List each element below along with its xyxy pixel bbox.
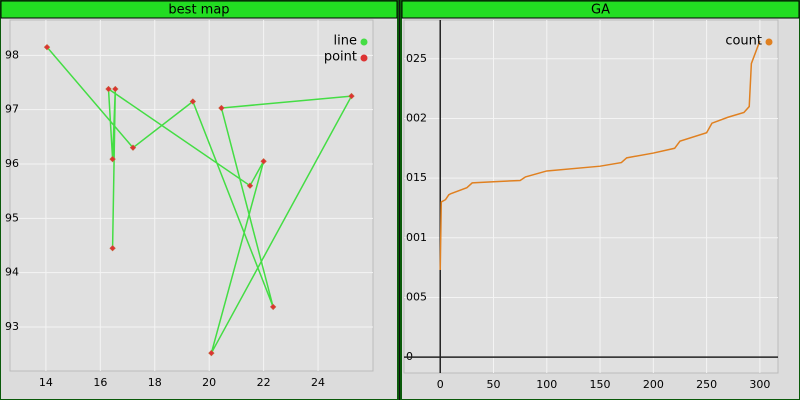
x-tick-label: 14 — [39, 376, 53, 389]
point-marker — [112, 85, 119, 93]
point-marker — [348, 92, 355, 100]
chart-title: best map — [168, 3, 229, 18]
point-marker — [260, 158, 267, 165]
x-tick-label: 100 — [536, 378, 557, 391]
x-tick-label: 22 — [257, 376, 271, 389]
legend-marker — [765, 38, 773, 46]
x-tick-label: 250 — [696, 378, 717, 391]
point-marker — [269, 303, 277, 311]
y-tick-label: 001 — [406, 231, 427, 244]
y-tick-label: 015 — [406, 171, 427, 184]
point-marker — [246, 182, 254, 189]
point-marker — [189, 98, 197, 105]
plot-area — [403, 19, 779, 374]
x-tick-label: 24 — [311, 376, 325, 389]
x-tick-label: 18 — [148, 376, 162, 389]
legend-label: point — [324, 50, 357, 65]
y-tick-label: 93 — [5, 320, 19, 333]
point-marker — [129, 144, 137, 151]
series-line — [439, 40, 761, 271]
y-tick-label: 97 — [5, 103, 19, 116]
legend-marker — [360, 54, 368, 62]
chart-title: GA — [591, 3, 610, 18]
title-bar — [401, 0, 800, 19]
x-tick-label: 16 — [93, 376, 107, 389]
y-tick-label: 96 — [5, 157, 19, 170]
point-marker — [105, 85, 112, 93]
y-tick-label: 94 — [5, 266, 19, 279]
point-marker — [43, 43, 51, 51]
plot-area — [9, 19, 374, 372]
x-tick-label: 0 — [437, 378, 444, 391]
point-marker — [109, 155, 116, 163]
legend-marker — [360, 38, 368, 46]
y-tick-label: 025 — [406, 52, 427, 65]
legend-label: line — [334, 34, 357, 49]
x-tick-label: 20 — [202, 376, 216, 389]
point-marker — [109, 245, 116, 252]
point-marker — [208, 349, 215, 357]
x-tick-label: 150 — [590, 378, 611, 391]
x-tick-label: 50 — [487, 378, 501, 391]
y-tick-label: 98 — [5, 48, 19, 61]
title-bar — [0, 0, 398, 19]
x-tick-label: 200 — [643, 378, 664, 391]
x-tick-label: 300 — [749, 378, 770, 391]
y-tick-label: 005 — [406, 290, 427, 303]
y-tick-label: 002 — [406, 111, 427, 124]
point-marker — [218, 104, 225, 112]
legend-label: count — [725, 34, 762, 49]
y-tick-label: 95 — [5, 211, 19, 224]
